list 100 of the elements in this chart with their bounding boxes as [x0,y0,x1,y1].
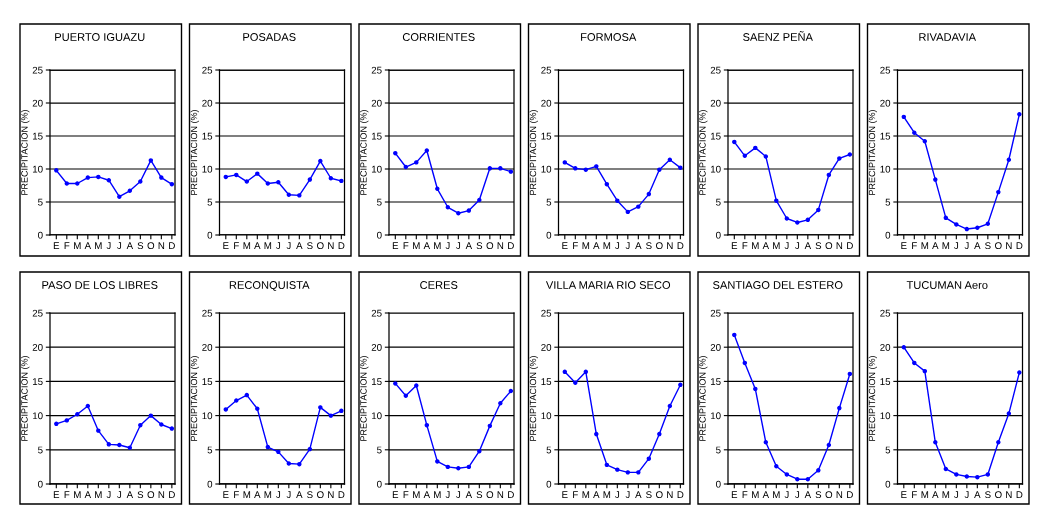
point [996,440,1001,445]
y-tick-label: 0 [38,480,43,488]
x-tick-label: E [392,491,399,498]
point [106,177,112,183]
point [943,215,949,221]
x-tick-label: O [147,242,155,250]
y-tick-label: 0 [716,480,721,488]
point [498,166,503,171]
point [477,448,482,454]
x-tick-label: S [646,491,652,499]
point [667,157,673,162]
point [615,198,620,203]
point [339,408,344,414]
point [414,160,419,165]
y-tick-label: 0 [207,231,213,239]
point [466,464,472,470]
point [435,459,440,464]
y-axis-title: PRECIPITACION (%) [868,110,877,195]
point [435,186,440,192]
x-tick-label: M [921,491,929,498]
point [393,150,398,156]
point [657,431,662,437]
x-tick-label: S [476,242,483,250]
y-tick-label: 10 [880,165,891,173]
point [837,156,842,161]
x-tick-label: J [795,491,800,499]
point [138,179,143,184]
x-tick-label: A [296,242,303,249]
x-tick-label: F [912,491,917,498]
x-tick-label: O [656,242,663,250]
x-tick-label: E [731,242,738,249]
y-tick-label: 0 [207,480,213,488]
point [159,175,164,180]
point [223,407,229,412]
point [85,175,91,180]
y-tick-label: 5 [546,446,552,454]
point [763,440,769,445]
point [487,423,493,429]
x-tick-label: N [836,491,843,498]
point [625,470,631,475]
x-tick-label: J [456,242,461,250]
y-tick-label: 25 [880,66,891,74]
point [985,472,991,477]
y-tick-label: 10 [541,165,552,173]
y-tick-label: 10 [710,412,721,420]
point [826,442,832,448]
x-tick-label: O [995,242,1002,250]
y-tick-label: 25 [32,309,43,317]
x-tick-label: D [847,242,853,249]
x-tick-label: M [243,491,251,498]
y-tick-label: 10 [710,165,721,173]
x-tick-label: M [74,242,81,249]
x-tick-label: J [784,242,789,250]
y-tick-label: 5 [377,198,382,206]
chart-title: FORMOSA [581,33,637,41]
point [127,188,133,194]
x-tick-label: S [476,491,483,499]
x-tick-label: O [825,242,833,250]
chart-title: RECONQUISTA [229,281,310,291]
point [223,174,229,180]
x-tick-label: J [276,242,281,250]
x-tick-label: A [593,242,600,249]
x-tick-label: J [286,242,291,250]
y-tick-label: 0 [885,231,891,239]
x-tick-label: J [625,491,630,499]
x-tick-label: J [445,491,450,499]
x-tick-label: F [912,242,917,249]
x-tick-label: A [593,491,600,498]
point [96,428,101,433]
point [117,442,122,448]
y-tick-label: 0 [546,231,552,239]
x-tick-label: D [1016,491,1023,498]
point [276,179,281,185]
point [286,461,292,466]
x-tick-label: M [95,242,102,249]
x-tick-label: F [742,242,748,249]
x-tick-label: N [497,242,504,249]
point [657,167,662,172]
point [583,369,589,375]
x-tick-label: F [64,491,70,498]
y-tick-label: 15 [32,378,43,386]
y-tick-label: 10 [202,165,213,173]
chart-title: SAENZ PEÑA [743,31,813,41]
point [943,466,949,472]
y-tick-label: 20 [880,343,891,351]
point [594,431,599,437]
x-tick-label: S [646,242,652,250]
point [339,178,344,184]
point [774,198,779,203]
point [138,422,143,428]
x-tick-label: O [147,491,155,499]
x-tick-label: M [773,491,780,498]
point [1017,370,1022,375]
x-tick-label: M [413,491,420,498]
point [922,368,928,374]
point [1017,111,1022,117]
y-axis-title: PRECIPITACION (%) [699,110,708,195]
point [732,139,737,145]
y-tick-label: 15 [880,378,891,386]
y-tick-label: 0 [377,480,382,488]
